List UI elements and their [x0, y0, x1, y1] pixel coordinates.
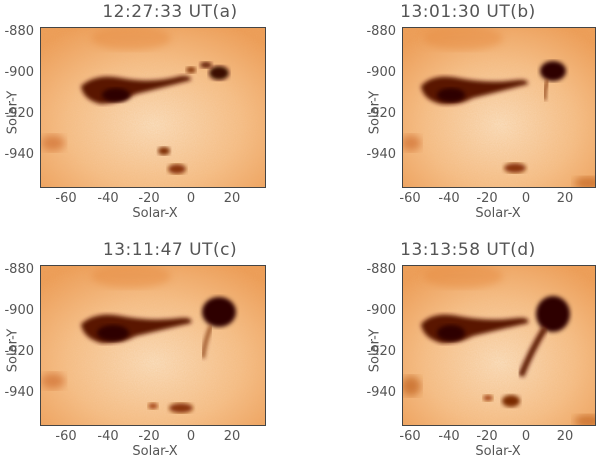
ytick: -900 — [366, 303, 396, 318]
solar-image — [40, 265, 266, 426]
xtick: -60 — [399, 429, 421, 444]
xtick: 20 — [223, 191, 241, 206]
ytick: -940 — [366, 147, 396, 162]
panel-c: 13:11:47 UT(c) -880 -900 -920 -940 -60 -… — [0, 238, 300, 470]
xtick: -20 — [476, 429, 498, 444]
ytick: -940 — [366, 385, 396, 400]
ytick: -880 — [366, 24, 396, 39]
xtick: 20 — [223, 429, 241, 444]
solar-image — [402, 265, 596, 426]
solar-image — [40, 27, 266, 188]
panel-b: 13:01:30 UT(b) -880 -900 -920 -940 -60 -… — [298, 0, 598, 232]
ytick: -920 — [366, 106, 396, 121]
ytick: -900 — [366, 65, 396, 80]
x-axis-label: Solar-X — [475, 444, 521, 459]
panel-title: 13:13:58 UT(d) — [400, 240, 536, 260]
y-axis-label: Solar-Y — [367, 328, 383, 373]
xtick: -40 — [438, 429, 460, 444]
x-axis-label: Solar-X — [132, 206, 178, 221]
xtick: -20 — [138, 191, 160, 206]
panel-d: 13:13:58 UT(d) -880 -900 -920 -940 -60 -… — [298, 238, 598, 470]
ytick: -920 — [4, 344, 34, 359]
panel-title: 13:01:30 UT(b) — [400, 2, 536, 22]
panel-a: 12:27:33 UT(a) -880 -900 -920 -940 -60 -… — [0, 0, 300, 232]
xtick: -60 — [399, 191, 421, 206]
ytick: -880 — [4, 24, 34, 39]
xtick: -20 — [476, 191, 498, 206]
solar-image — [402, 27, 596, 188]
xtick: 0 — [521, 191, 531, 206]
x-axis-label: Solar-X — [475, 206, 521, 221]
ytick: -900 — [4, 303, 34, 318]
ytick: -880 — [366, 262, 396, 277]
xtick: 20 — [556, 429, 574, 444]
ytick: -900 — [4, 65, 34, 80]
xtick: -40 — [97, 429, 119, 444]
xtick: -20 — [138, 429, 160, 444]
ytick: -940 — [4, 147, 34, 162]
xtick: 0 — [186, 429, 196, 444]
panel-title: 12:27:33 UT(a) — [102, 2, 238, 22]
xtick: -40 — [97, 191, 119, 206]
y-axis-label: Solar-Y — [367, 90, 383, 135]
xtick: -40 — [438, 191, 460, 206]
ytick: -920 — [4, 106, 34, 121]
ytick: -880 — [4, 262, 34, 277]
panel-title: 13:11:47 UT(c) — [102, 240, 238, 260]
xtick: 20 — [556, 191, 574, 206]
xtick: 0 — [186, 191, 196, 206]
xtick: 0 — [521, 429, 531, 444]
y-axis-label: Solar-Y — [5, 328, 21, 373]
y-axis-label: Solar-Y — [5, 90, 21, 135]
ytick: -920 — [366, 344, 396, 359]
x-axis-label: Solar-X — [132, 444, 178, 459]
xtick: -60 — [55, 429, 77, 444]
ytick: -940 — [4, 385, 34, 400]
xtick: -60 — [55, 191, 77, 206]
